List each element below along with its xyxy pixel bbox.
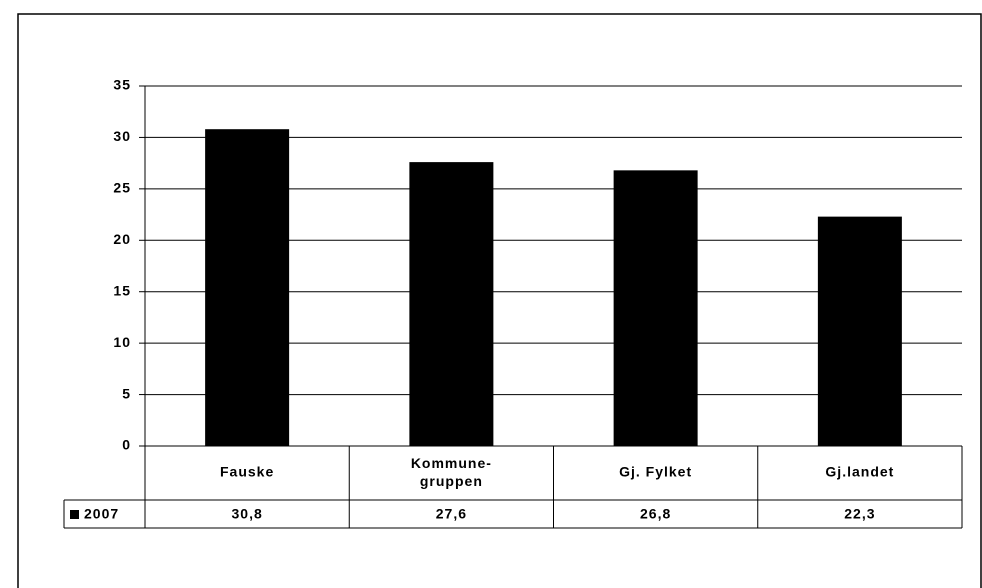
bar [205, 129, 290, 446]
bar [409, 162, 494, 446]
y-tick-label: 35 [113, 77, 131, 93]
table-value: 22,3 [844, 506, 875, 522]
y-tick-label: 30 [113, 128, 131, 144]
y-tick-label: 20 [113, 231, 131, 247]
y-tick-label: 15 [113, 282, 131, 298]
y-tick-label: 5 [122, 385, 131, 401]
x-tick-label: Gj.landet [825, 464, 894, 480]
x-tick-label: Gj. Fylket [619, 464, 692, 480]
y-tick-label: 25 [113, 180, 131, 196]
x-tick-label: Kommune-gruppen [411, 455, 492, 489]
legend-label: 2007 [84, 506, 119, 522]
bar [613, 170, 698, 447]
bar [817, 216, 902, 446]
table-value: 26,8 [640, 506, 671, 522]
table-value: 27,6 [436, 506, 467, 522]
chart-frame [17, 13, 982, 588]
y-tick-label: 0 [122, 437, 131, 453]
x-tick-label: Fauske [220, 464, 274, 480]
legend-swatch [70, 510, 79, 519]
y-tick-label: 10 [113, 334, 131, 350]
table-value: 30,8 [232, 506, 263, 522]
